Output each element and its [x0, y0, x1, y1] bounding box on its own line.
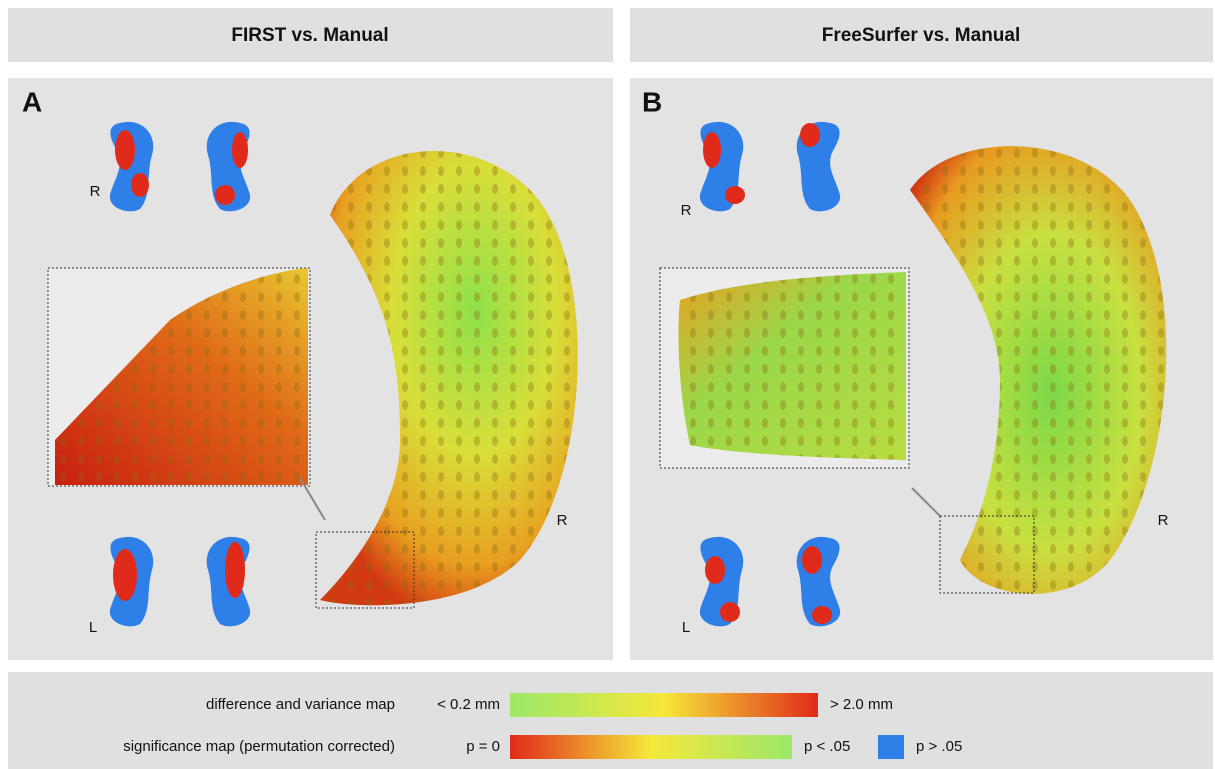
legend-extra: p > .05 — [916, 738, 962, 755]
side-label: R — [681, 202, 692, 219]
color-bar — [510, 735, 792, 759]
side-label: L — [682, 619, 690, 636]
color-swatch — [878, 735, 904, 759]
header-bar — [8, 8, 613, 62]
panel-title: FIRST vs. Manual — [231, 25, 388, 46]
legend-max: p < .05 — [804, 738, 850, 755]
side-label: R — [1158, 512, 1169, 529]
side-label: L — [89, 619, 97, 636]
side-label: R — [557, 512, 568, 529]
header-bar — [630, 8, 1213, 62]
render-b — [659, 121, 1167, 627]
render-a — [47, 121, 578, 627]
legend-label: difference and variance map — [206, 696, 395, 713]
legend-min: < 0.2 mm — [437, 696, 500, 713]
panel-letter: B — [642, 86, 662, 117]
panel-letter: A — [22, 86, 42, 117]
legend-max: > 2.0 mm — [830, 696, 893, 713]
panel-title: FreeSurfer vs. Manual — [822, 25, 1021, 46]
legend-label: significance map (permutation corrected) — [123, 738, 395, 755]
legend-min: p = 0 — [466, 738, 500, 755]
color-bar — [510, 693, 818, 717]
side-label: R — [90, 183, 101, 200]
